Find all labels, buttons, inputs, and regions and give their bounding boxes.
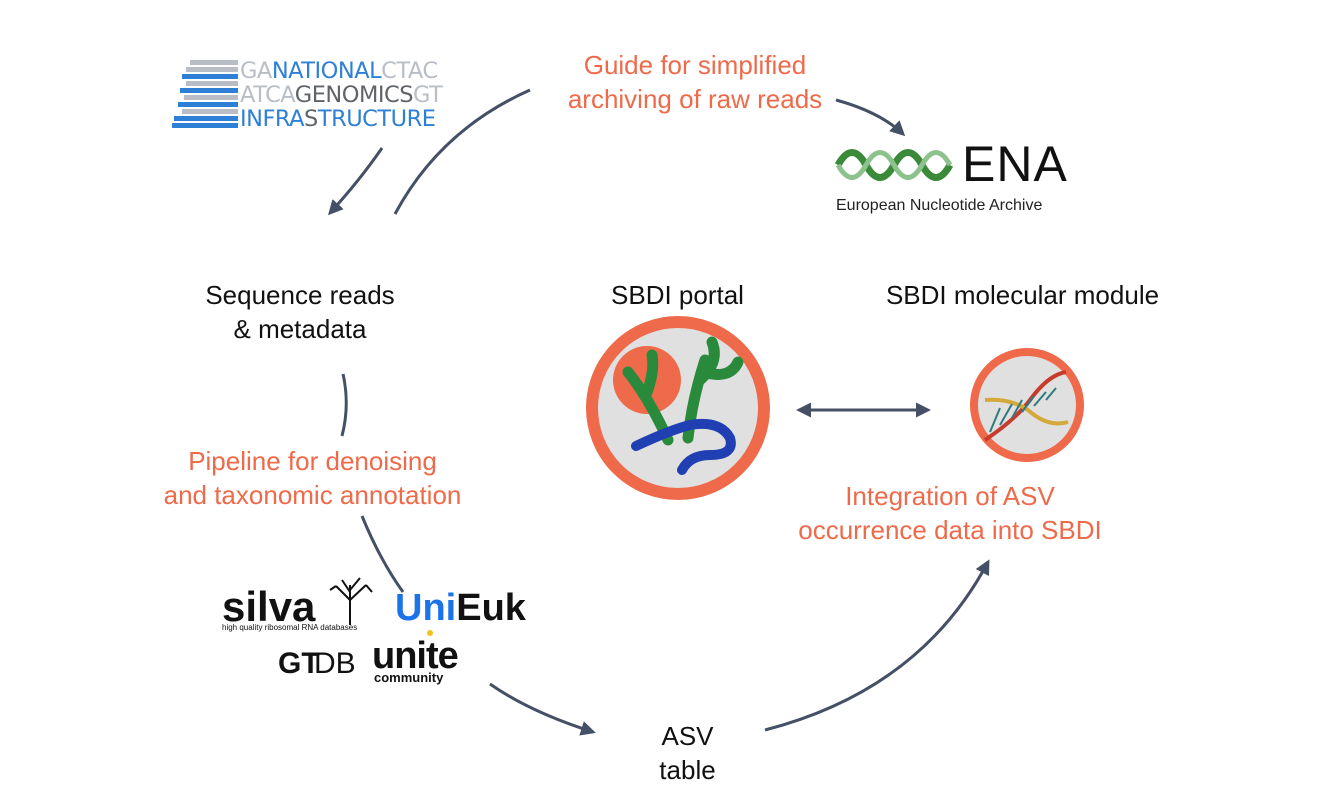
ngi-text: GENOMICS: [294, 82, 414, 108]
ngi-line-3: INFRASTRUCTURE: [240, 106, 436, 132]
ngi-line-1: GANATIONALCTAC: [240, 58, 438, 84]
sbdi-molecular-icon: [970, 348, 1084, 462]
ngi-text: GT: [413, 82, 443, 108]
arrow-asv-to-integration: [764, 559, 990, 732]
unite-accent-dot: [427, 630, 433, 636]
sbdi-portal-label: SBDI portal: [611, 280, 744, 310]
gtdb-logo-part1: GT: [278, 647, 320, 680]
ngi-text: INFRA: [240, 106, 305, 132]
gtdb-logo-part2: DB: [314, 647, 356, 680]
ngi-text: ATCA: [240, 82, 295, 108]
silva-tree-icon: [329, 577, 373, 625]
ngi-text: TRUCTURE: [317, 106, 436, 132]
asv-table-label: ASV table: [659, 721, 716, 785]
ena-name: ENA: [962, 136, 1068, 192]
sbdi-molecular-label: SBDI molecular module: [885, 280, 1160, 310]
arrow-guide-to-ena: [835, 98, 906, 137]
arrow-db-to-asv: [489, 682, 596, 736]
ngi-text: CTAC: [381, 58, 438, 84]
ngi-line-2: ATCAGENOMICSGT: [240, 82, 443, 108]
integration-label: Integration of ASV occurrence data into …: [798, 481, 1102, 545]
sequence-reads-label: Sequence reads & metadata: [205, 280, 395, 344]
arrow-reads-to-pipeline: [340, 373, 348, 437]
unite-subtitle: community: [374, 670, 444, 685]
unieuk-logo: UniEuk: [395, 586, 526, 630]
unite-logo: unite: [372, 635, 459, 677]
arrow-ngi-to-reads: [327, 147, 384, 216]
unieuk-part1: Uni: [395, 587, 457, 629]
guide-label: Guide for simplified archiving of raw re…: [567, 50, 823, 114]
arrow-pipeline-to-db: [360, 515, 405, 593]
ngi-text: GA: [240, 58, 272, 84]
silva-logo: silva: [222, 583, 316, 630]
silva-subtitle: high quality ribosomal RNA databases: [222, 623, 358, 632]
ngi-bars-icon: [172, 60, 238, 128]
ngi-text: S: [304, 106, 318, 132]
sbdi-portal-icon: [586, 316, 770, 500]
unieuk-part2: Euk: [456, 587, 526, 629]
pipeline-label: Pipeline for denoising and taxonomic ann…: [163, 446, 462, 510]
ngi-logo: GANATIONALCTAC ATCAGENOMICSGT INFRASTRUC…: [172, 56, 452, 136]
ena-subtitle: European Nucleotide Archive: [836, 197, 1043, 214]
ena-logo: ENA European Nucleotide Archive: [832, 136, 1082, 220]
ena-wave-icon: [834, 149, 954, 181]
arrow-reads-to-guide: [393, 88, 531, 215]
ngi-text: NATIONAL: [271, 58, 382, 84]
